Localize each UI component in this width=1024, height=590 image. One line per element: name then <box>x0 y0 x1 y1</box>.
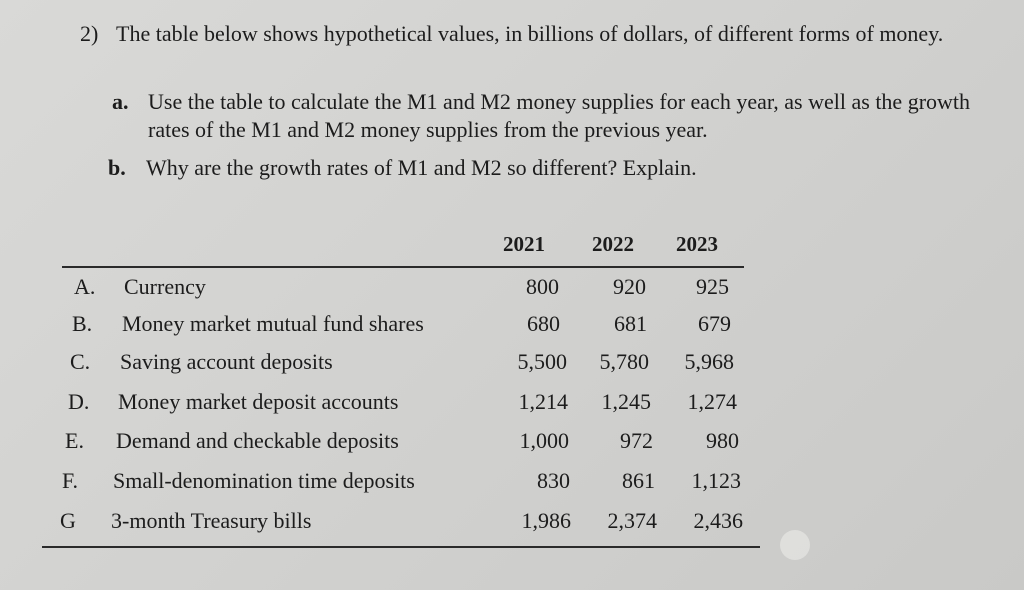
part-b-label: b. <box>108 155 126 180</box>
row-label: Currency <box>124 274 206 299</box>
value-2022: 2,374 <box>607 508 658 533</box>
year-header-2022: 2022 <box>592 232 634 256</box>
row-label: Saving account deposits <box>120 349 333 374</box>
row-letter: E. <box>65 428 84 453</box>
value-2023: 5,968 <box>684 349 735 374</box>
row-label: Money market deposit accounts <box>118 389 399 414</box>
question-number: 2) <box>80 21 99 46</box>
value-2021: 800 <box>526 274 559 299</box>
value-2022: 920 <box>613 274 646 299</box>
value-2021: 680 <box>527 311 560 336</box>
row-letter: B. <box>72 311 93 336</box>
value-2021: 1,000 <box>519 428 570 453</box>
part-a-label: a. <box>112 89 129 114</box>
value-2022: 1,245 <box>601 389 652 414</box>
value-2021: 1,986 <box>521 508 572 533</box>
row-letter: D. <box>68 389 90 414</box>
year-header-2021: 2021 <box>503 232 545 256</box>
value-2023: 2,436 <box>693 508 744 533</box>
table-row: E. Demand and checkable deposits 1,000 9… <box>0 428 1024 458</box>
question-text: The table below shows hypothetical value… <box>116 21 944 46</box>
value-2022: 972 <box>620 428 653 453</box>
row-letter: F. <box>62 468 78 493</box>
row-label: Small-denomination time deposits <box>113 468 415 493</box>
year-header-2023: 2023 <box>676 232 718 256</box>
paper-smudge <box>780 530 810 560</box>
row-label: Money market mutual fund shares <box>122 311 424 336</box>
value-2023: 1,274 <box>687 389 738 414</box>
value-2023: 980 <box>706 428 739 453</box>
value-2021: 830 <box>537 468 570 493</box>
part-a-text: Use the table to calculate the M1 and M2… <box>148 89 971 142</box>
table-row: A. Currency 800 920 925 <box>0 274 1024 304</box>
value-2023: 679 <box>698 311 731 336</box>
value-2022: 681 <box>614 311 647 336</box>
table-row: B. Money market mutual fund shares 680 6… <box>0 311 1024 341</box>
part-b-text: Why are the growth rates of M1 and M2 so… <box>146 155 697 180</box>
value-2023: 1,123 <box>691 468 742 493</box>
table-row: F. Small-denomination time deposits 830 … <box>0 468 1024 498</box>
value-2022: 861 <box>622 468 655 493</box>
value-2023: 925 <box>696 274 729 299</box>
table-row: C. Saving account deposits 5,500 5,780 5… <box>0 349 1024 379</box>
row-label: Demand and checkable deposits <box>116 428 399 453</box>
table-top-rule <box>62 266 744 268</box>
row-label: 3-month Treasury bills <box>111 508 312 533</box>
value-2021: 1,214 <box>518 389 569 414</box>
row-letter: G <box>60 508 76 533</box>
value-2022: 5,780 <box>599 349 650 374</box>
table-row: D. Money market deposit accounts 1,214 1… <box>0 389 1024 419</box>
row-letter: C. <box>70 349 91 374</box>
table-row: G 3-month Treasury bills 1,986 2,374 2,4… <box>0 508 1024 538</box>
table-bottom-rule <box>42 546 760 548</box>
row-letter: A. <box>74 274 96 299</box>
value-2021: 5,500 <box>517 349 568 374</box>
